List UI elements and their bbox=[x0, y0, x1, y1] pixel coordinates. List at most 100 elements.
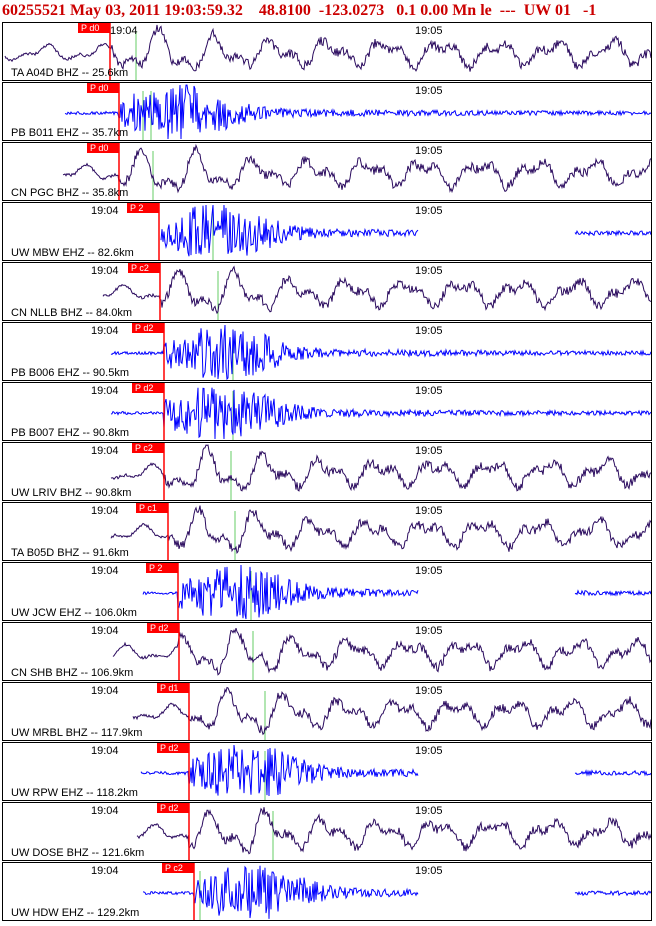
trace-panel[interactable]: 19:04 19:05 P 2 UW JCW EHZ -- 106.0km bbox=[2, 562, 652, 621]
time-tick-label: 19:05 bbox=[415, 565, 443, 577]
waveform-trace bbox=[110, 387, 651, 440]
trace-panel[interactable]: 19:04 19:05 P d1 UW MRBL BHZ -- 117.9km bbox=[2, 682, 652, 741]
trace-panel[interactable]: 19:05 P d0 CN PGC BHZ -- 35.8km bbox=[2, 142, 652, 201]
trace-panel[interactable]: 19:05 P d0 PB B011 EHZ -- 35.7km bbox=[2, 82, 652, 141]
waveform-plot bbox=[132, 683, 651, 740]
time-tick-label: 19:04 bbox=[91, 505, 119, 517]
waveform-trace bbox=[4, 24, 651, 72]
station-label: CN PGC BHZ -- 35.8km bbox=[11, 187, 129, 199]
pick-marker[interactable]: P c2 bbox=[128, 263, 160, 273]
waveform-plot bbox=[4, 23, 651, 80]
station-label: TA B05D BHZ -- 91.6km bbox=[11, 547, 129, 559]
trace-panel[interactable]: 19:04 19:05 P d2 UW DOSE BHZ -- 121.6km bbox=[2, 802, 652, 861]
time-tick-label: 19:04 bbox=[91, 445, 119, 457]
station-label: CN SHB BHZ -- 106.9km bbox=[11, 667, 134, 679]
pick-marker[interactable]: P d0 bbox=[78, 23, 110, 33]
waveform-trace bbox=[136, 807, 651, 855]
waveform-trace bbox=[140, 744, 651, 797]
waveform-trace bbox=[110, 324, 651, 380]
trace-panel[interactable]: 19:04 19:05 P c2 CN NLLB BHZ -- 84.0km bbox=[2, 262, 652, 321]
station-label: UW JCW EHZ -- 106.0km bbox=[11, 607, 137, 619]
pick-marker[interactable]: P d0 bbox=[87, 143, 119, 153]
time-tick-label: 19:05 bbox=[415, 205, 443, 217]
waveform-plot bbox=[142, 863, 651, 920]
waveform-plot bbox=[142, 563, 651, 620]
time-tick-label: 19:04 bbox=[110, 25, 138, 37]
waveform-plot bbox=[112, 623, 651, 680]
station-label: UW MBW EHZ -- 82.6km bbox=[11, 247, 134, 259]
pick-marker[interactable]: P c2 bbox=[162, 863, 194, 873]
waveform-plot bbox=[110, 383, 651, 440]
trace-panel[interactable]: 19:04 19:05 P 2 UW MBW EHZ -- 82.6km bbox=[2, 202, 652, 261]
time-tick-label: 19:05 bbox=[415, 805, 443, 817]
waveform-plot bbox=[140, 743, 651, 800]
waveform-trace bbox=[160, 204, 651, 257]
time-tick-label: 19:05 bbox=[415, 505, 443, 517]
pick-marker[interactable]: P d1 bbox=[157, 683, 189, 693]
waveform-trace bbox=[112, 627, 651, 676]
station-label: UW HDW EHZ -- 129.2km bbox=[11, 907, 140, 919]
time-tick-label: 19:05 bbox=[415, 85, 443, 97]
waveform-trace bbox=[62, 143, 651, 194]
waveform-trace bbox=[102, 265, 651, 315]
trace-panel[interactable]: 19:04 19:05 P c1 TA B05D BHZ -- 91.6km bbox=[2, 502, 652, 561]
time-tick-label: 19:05 bbox=[415, 865, 443, 877]
time-tick-label: 19:04 bbox=[91, 265, 119, 277]
waveform-trace bbox=[110, 505, 651, 554]
waveform-plot bbox=[64, 83, 651, 140]
trace-panel[interactable]: 19:04 19:05 P d2 PB B006 EHZ -- 90.5km bbox=[2, 322, 652, 381]
time-tick-label: 19:04 bbox=[91, 805, 119, 817]
waveform-plot bbox=[110, 323, 651, 380]
trace-panel[interactable]: 19:04 19:05 P d2 UW RPW EHZ -- 118.2km bbox=[2, 742, 652, 801]
trace-panel[interactable]: 19:04 19:05 P c2 UW LRIV BHZ -- 90.8km bbox=[2, 442, 652, 501]
time-tick-label: 19:04 bbox=[91, 205, 119, 217]
waveform-plot bbox=[158, 203, 651, 260]
time-tick-label: 19:04 bbox=[91, 625, 119, 637]
waveform-plot bbox=[102, 263, 651, 320]
trace-panel[interactable]: 19:04 19:05 P c2 UW HDW EHZ -- 129.2km bbox=[2, 862, 652, 921]
pick-marker[interactable]: P d2 bbox=[132, 383, 164, 393]
time-tick-label: 19:05 bbox=[415, 265, 443, 277]
time-tick-label: 19:05 bbox=[415, 325, 443, 337]
station-label: CN NLLB BHZ -- 84.0km bbox=[11, 307, 133, 319]
pick-marker[interactable]: P c2 bbox=[132, 443, 164, 453]
time-tick-label: 19:05 bbox=[415, 625, 443, 637]
time-tick-label: 19:05 bbox=[415, 745, 443, 757]
waveform-plot bbox=[110, 503, 651, 560]
pick-marker[interactable]: P d2 bbox=[147, 623, 179, 633]
station-label: TA A04D BHZ -- 25.6km bbox=[11, 67, 129, 79]
time-tick-label: 19:04 bbox=[91, 745, 119, 757]
waveform-plot bbox=[110, 443, 651, 500]
pick-marker[interactable]: P 2 bbox=[127, 203, 159, 213]
pick-marker[interactable]: P d2 bbox=[132, 323, 164, 333]
trace-panel[interactable]: 19:04 19:05 P d0 TA A04D BHZ -- 25.6km bbox=[2, 22, 652, 81]
waveform-trace bbox=[64, 84, 651, 140]
pick-marker[interactable]: P d2 bbox=[157, 803, 189, 813]
waveform-trace bbox=[110, 444, 651, 492]
station-label: UW MRBL BHZ -- 117.9km bbox=[11, 727, 143, 739]
seismogram-panels: 19:04 19:05 P d0 TA A04D BHZ -- 25.6km 19:05… bbox=[2, 22, 654, 925]
waveform-trace bbox=[142, 564, 651, 620]
time-tick-label: 19:05 bbox=[415, 385, 443, 397]
time-tick-label: 19:05 bbox=[415, 25, 443, 37]
time-tick-label: 19:04 bbox=[91, 385, 119, 397]
station-label: UW DOSE BHZ -- 121.6km bbox=[11, 847, 145, 859]
waveform-plot bbox=[136, 803, 651, 860]
time-tick-label: 19:04 bbox=[91, 865, 119, 877]
time-tick-label: 19:05 bbox=[415, 685, 443, 697]
trace-panel[interactable]: 19:04 19:05 P d2 CN SHB BHZ -- 106.9km bbox=[2, 622, 652, 681]
time-tick-label: 19:05 bbox=[415, 145, 443, 157]
pick-marker[interactable]: P c1 bbox=[136, 503, 168, 513]
trace-panel[interactable]: 19:04 19:05 P d2 PB B007 EHZ -- 90.8km bbox=[2, 382, 652, 441]
station-label: UW LRIV BHZ -- 90.8km bbox=[11, 487, 132, 499]
event-header: 60255521 May 03, 2011 19:03:59.32 48.810… bbox=[2, 2, 597, 19]
station-label: PB B007 EHZ -- 90.8km bbox=[11, 427, 129, 439]
time-tick-label: 19:04 bbox=[91, 685, 119, 697]
pick-marker[interactable]: P d0 bbox=[87, 83, 119, 93]
station-label: PB B011 EHZ -- 35.7km bbox=[11, 127, 129, 139]
waveform-trace bbox=[132, 686, 651, 736]
time-tick-label: 19:04 bbox=[91, 565, 119, 577]
pick-marker[interactable]: P d2 bbox=[157, 743, 189, 753]
station-label: UW RPW EHZ -- 118.2km bbox=[11, 787, 138, 799]
pick-marker[interactable]: P 2 bbox=[146, 563, 178, 573]
